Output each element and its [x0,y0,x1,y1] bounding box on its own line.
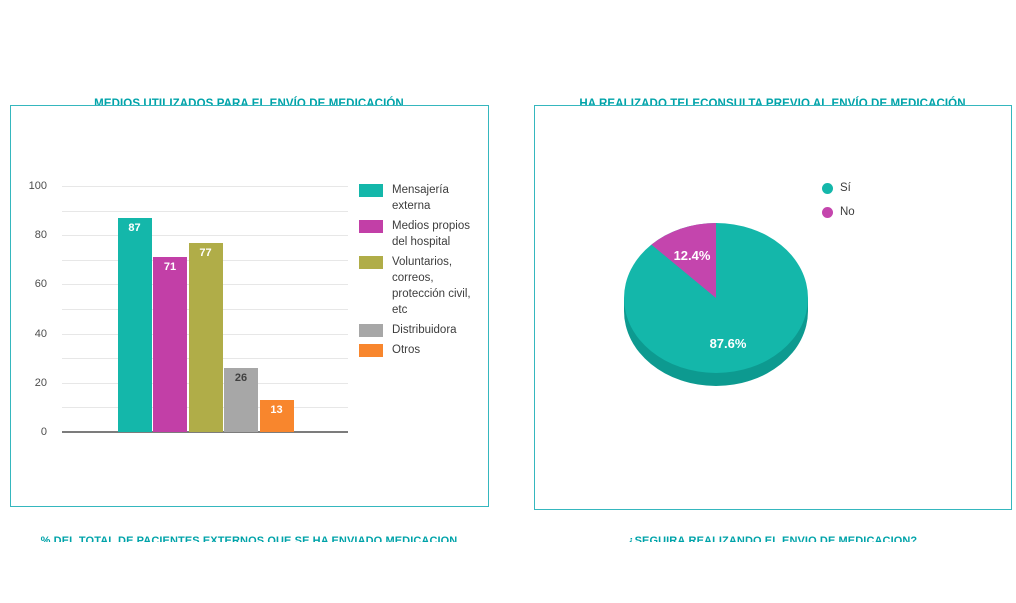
legend-swatch [359,324,383,337]
y-axis-tick-label: 100 [28,180,47,192]
legend-swatch [359,220,383,233]
bar-value-label: 26 [234,372,248,385]
legend-label: Voluntarios, correos, protección civil, … [392,256,471,316]
pie-slice-no [651,223,716,298]
legend-item: Distribuidora [359,322,484,338]
bar-4: 13 [259,400,294,432]
legend-item: Medios propios del hospital [359,218,484,250]
legend-item: Sí [822,180,855,196]
legend-label: Distribuidora [392,324,457,336]
bar-1: 71 [153,257,187,432]
bar-value-label: 77 [199,246,212,259]
legend-label: Sí [840,182,851,194]
bar-3: 26 [224,368,258,432]
y-axis-tick-label: 80 [34,229,47,242]
legend-label: Mensajería externa [392,184,449,212]
gridline [62,186,348,187]
legend-swatch [822,206,833,218]
pie-chart: 12.4% 87.6% [624,223,808,386]
pie-slice-no-label: 12.4% [674,248,711,263]
bar-value-label: 71 [163,261,177,274]
legend-swatch [359,256,383,269]
legend-swatch [359,184,383,197]
legend-label: No [840,206,855,218]
pie-chart-legend: Sí No [822,180,855,228]
legend-item: Voluntarios, correos, protección civil, … [359,254,484,318]
legend-swatch [822,182,833,194]
bar-chart-panel: 0 20 40 60 80 100 87 71 77 26 13 Mensajería externa… [10,105,489,507]
legend-item: Mensajería externa [359,182,484,214]
footer-caption-left: % DEL TOTAL DE PACIENTES EXTERNOS QUE SE… [40,536,458,542]
footer-caption-right: ¿SEGUIRÁ REALIZANDO EL ENVÍO DE MEDICACI… [627,536,918,542]
legend-item: No [822,204,855,220]
pie-chart-panel: Sí No 12.4% 87.6% [534,105,1012,510]
gridline [62,210,348,212]
bar-2: 77 [188,242,223,432]
legend-swatch [359,344,383,357]
gridline [62,235,348,237]
legend-label: Otros [392,344,421,356]
bar-chart-legend: Mensajería externa Medios propios del hos… [359,182,484,362]
x-axis-baseline [62,431,348,433]
y-axis-tick-label: 20 [34,376,47,389]
pie-slice-si-label: 87.6% [710,336,747,351]
y-axis-tick-label: 60 [34,278,47,291]
bar-value-label: 87 [128,221,141,234]
legend-item: Otros [359,342,484,358]
bar-0: 87 [117,217,152,432]
y-axis-tick-label: 40 [34,327,47,340]
bar-value-label: 13 [270,404,283,417]
legend-label: Medios propios del hospital [392,220,470,248]
y-axis-tick-label: 0 [40,426,47,438]
